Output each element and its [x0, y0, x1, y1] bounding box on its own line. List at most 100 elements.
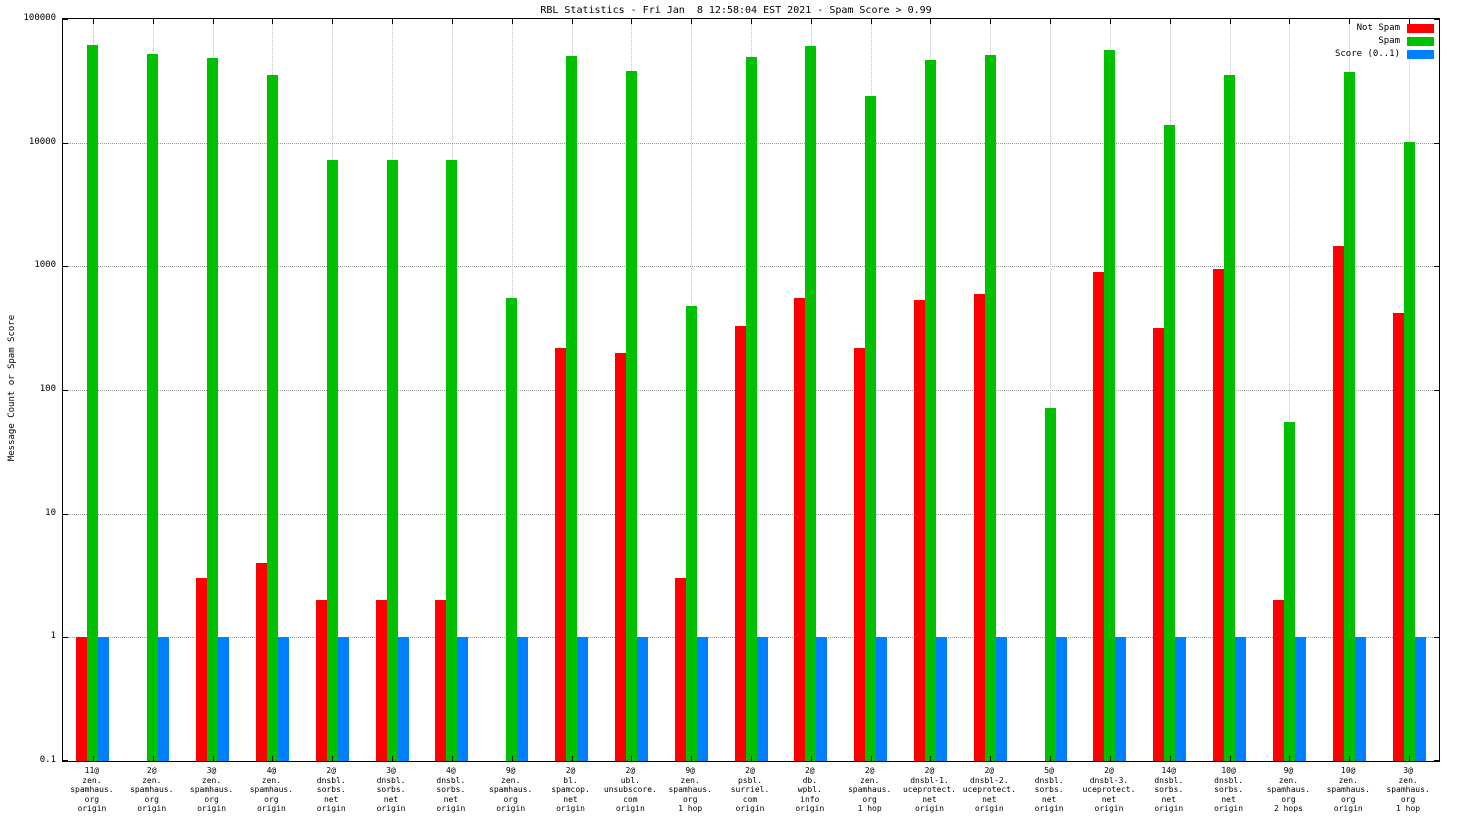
x-tick-mark	[1109, 19, 1111, 24]
x-tick-mark	[1050, 19, 1052, 24]
bar-spam	[1343, 72, 1355, 761]
x-tick-label: 2@ bl. spamcop. net origin	[551, 766, 590, 813]
x-tick-mark	[1289, 756, 1291, 761]
y-tick-mark	[1434, 142, 1439, 144]
x-tick-mark	[511, 756, 513, 761]
bar-score-0-1-	[577, 637, 589, 761]
bar-score-0-1-	[1294, 637, 1306, 761]
bar-not-spam	[315, 600, 327, 761]
x-tick-mark	[92, 19, 94, 24]
bar-spam	[1224, 75, 1236, 761]
bar-score-0-1-	[636, 637, 648, 761]
x-tick-mark	[631, 19, 633, 24]
x-tick-label: 14@ dnsbl. sorbs. net origin	[1154, 766, 1184, 813]
y-tick-mark	[1434, 19, 1439, 20]
bar-spam	[147, 54, 159, 761]
y-tick-label: 10	[45, 507, 56, 518]
y-tick-label: 0.1	[39, 755, 56, 765]
bar-spam	[625, 70, 637, 761]
bar-score-0-1-	[935, 637, 947, 761]
bar-not-spam	[1392, 312, 1404, 761]
chart-title: RBL Statistics - Fri Jan 8 12:58:04 EST …	[540, 5, 932, 16]
bar-score-0-1-	[1055, 637, 1067, 761]
x-tick-label: 4@ dnsbl. sorbs. net origin	[436, 766, 466, 813]
x-tick-label: 2@ zen. spamhaus. org 1 hop	[847, 766, 892, 813]
y-tick-label: 100000	[23, 13, 56, 23]
x-tick-mark	[751, 19, 752, 24]
bar-spam	[506, 298, 518, 761]
bar-not-spam	[854, 347, 866, 761]
y-tick-label: 1000	[34, 260, 56, 271]
x-tick-mark	[1050, 756, 1052, 761]
bar-score-0-1-	[1115, 637, 1127, 761]
bar-not-spam	[674, 578, 686, 761]
bar-score-0-1-	[1354, 637, 1366, 761]
x-tick-label: 3@ zen. spamhaus. org 1 hop	[1386, 766, 1430, 813]
bar-spam	[566, 56, 578, 761]
x-tick-label: 3@ dnsbl. sorbs. net origin	[376, 766, 406, 813]
bar-score-0-1-	[337, 637, 349, 761]
x-tick-label: 9@ zen. spamhaus. org 2 hops	[1266, 766, 1311, 813]
x-tick-mark	[1349, 19, 1351, 24]
bar-not-spam	[973, 293, 985, 761]
bar-score-0-1-	[517, 637, 529, 761]
x-tick-mark	[990, 756, 992, 761]
x-tick-mark	[152, 19, 154, 24]
legend-swatch	[1407, 50, 1434, 59]
legend-label: Spam	[1378, 36, 1400, 46]
y-tick-mark	[1434, 513, 1439, 515]
x-tick-mark	[631, 756, 633, 761]
x-tick-mark	[332, 756, 334, 761]
x-tick-mark	[272, 19, 274, 24]
x-tick-label: 2@ dnsbl-3. uceprotect. net origin	[1082, 766, 1136, 813]
bar-spam	[745, 57, 757, 761]
bar-spam	[446, 160, 458, 761]
bar-spam	[924, 59, 936, 761]
x-tick-mark	[1109, 756, 1111, 761]
bar-spam	[87, 44, 99, 761]
bar-not-spam	[1272, 600, 1284, 761]
y-tick-mark	[63, 513, 68, 515]
bar-not-spam	[76, 637, 88, 761]
x-tick-mark	[332, 19, 334, 24]
x-tick-label: 9@ zen. spamhaus. org 1 hop	[668, 766, 712, 813]
bar-spam	[207, 58, 219, 761]
x-tick-mark	[691, 19, 693, 24]
y-tick-mark	[1434, 266, 1439, 268]
x-tick-label: 9@ zen. spamhaus. org origin	[489, 766, 533, 813]
bar-score-0-1-	[756, 637, 768, 761]
x-tick-label: 11@ zen. spamhaus. org origin	[70, 766, 114, 813]
x-tick-mark	[1169, 756, 1171, 761]
x-tick-mark	[930, 756, 932, 761]
plot-area: Not Spam Spam Score (0..1)	[62, 18, 1440, 762]
bar-spam	[326, 160, 338, 761]
bar-not-spam	[255, 562, 267, 761]
bar-spam	[865, 95, 877, 761]
bar-not-spam	[614, 352, 626, 761]
y-tick-mark	[1434, 760, 1439, 761]
bar-score-0-1-	[218, 637, 230, 761]
legend-row: Not Spam	[1335, 23, 1434, 34]
x-tick-label: 10@ dnsbl. sorbs. net origin	[1214, 766, 1244, 813]
bar-not-spam	[375, 600, 387, 761]
x-tick-mark	[1409, 756, 1411, 761]
x-tick-mark	[1169, 19, 1171, 24]
bar-spam	[984, 55, 996, 761]
x-tick-mark	[870, 19, 872, 24]
y-tick-mark	[63, 142, 68, 144]
x-tick-mark	[212, 756, 214, 761]
bar-spam	[266, 75, 278, 761]
bar-not-spam	[913, 300, 925, 761]
x-tick-label: 2@ psbl. surriel. com origin	[730, 766, 770, 813]
legend-swatch	[1407, 24, 1434, 33]
legend-label: Not Spam	[1356, 23, 1400, 33]
bar-not-spam	[435, 600, 447, 761]
bar-not-spam	[1093, 272, 1105, 761]
bar-score-0-1-	[876, 637, 888, 761]
x-tick-mark	[92, 756, 94, 761]
x-tick-mark	[1229, 19, 1231, 24]
x-tick-mark	[1289, 19, 1291, 24]
x-tick-mark	[272, 756, 274, 761]
x-tick-mark	[810, 756, 812, 761]
y-tick-mark	[1434, 390, 1439, 391]
